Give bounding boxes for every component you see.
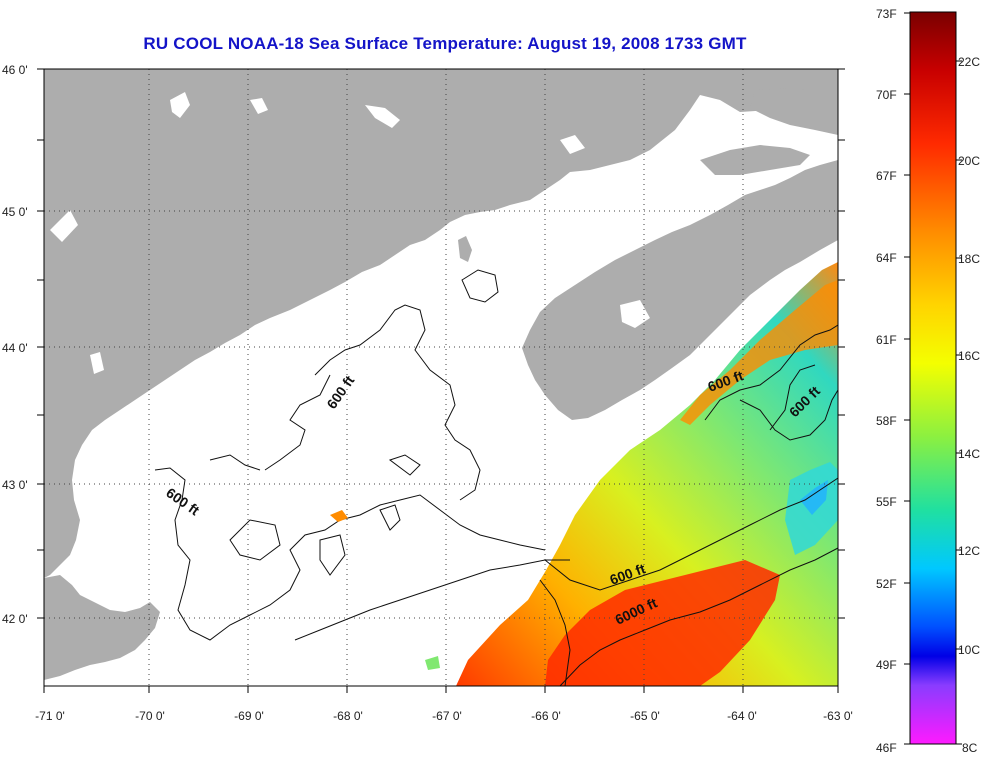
- y-tick-label: 42 0': [2, 612, 28, 626]
- x-tick-label: -65 0': [630, 709, 660, 723]
- plot-frame: [43, 68, 839, 687]
- colorbar-c-label: 18C: [958, 252, 980, 266]
- colorbar-f-label: 67F: [876, 169, 897, 183]
- colorbar-c-label: 8C: [962, 741, 978, 755]
- colorbar-c-label: 10C: [958, 643, 980, 657]
- axis-ticks: [37, 68, 845, 693]
- y-tick-label: 43 0': [2, 478, 28, 492]
- colorbar-c-label: 16C: [958, 349, 980, 363]
- x-tick-label: -71 0': [35, 709, 65, 723]
- sst-orange-band: [680, 280, 838, 425]
- sst-small-patch: [330, 510, 348, 522]
- colorbar-f-label: 73F: [876, 7, 897, 21]
- colorbar-c-label: 12C: [958, 544, 980, 558]
- colorbar-f-label: 61F: [876, 333, 897, 347]
- grand-manan-island: [458, 236, 472, 262]
- y-tick-label: 46 0': [2, 63, 28, 77]
- colorbar: 73F 70F 67F 64F 61F 58F 55F 52F 49F 46F …: [876, 7, 980, 755]
- mainland-land: [44, 69, 838, 578]
- x-axis-labels: -71 0' -70 0' -69 0' -68 0' -67 0' -66 0…: [35, 709, 853, 723]
- nova-scotia-land: [522, 160, 838, 420]
- y-tick-label: 44 0': [2, 341, 28, 355]
- inland-lakes: [50, 92, 650, 374]
- x-tick-label: -67 0': [432, 709, 462, 723]
- x-tick-label: -69 0': [234, 709, 264, 723]
- x-tick-label: -63 0': [823, 709, 853, 723]
- colorbar-c-label: 20C: [958, 154, 980, 168]
- colorbar-c-label: 14C: [958, 447, 980, 461]
- y-axis-labels: 46 0' 45 0' 44 0' 43 0' 42 0': [2, 63, 28, 626]
- map-title: RU COOL NOAA-18 Sea Surface Temperature:…: [143, 34, 747, 53]
- pei-land: [700, 145, 810, 175]
- colorbar-scale: [909, 11, 957, 745]
- colorbar-f-label: 52F: [876, 577, 897, 591]
- sst-green-speck: [425, 656, 440, 670]
- x-tick-label: -64 0': [727, 709, 757, 723]
- y-tick-label: 45 0': [2, 205, 28, 219]
- colorbar-f-label: 64F: [876, 251, 897, 265]
- colorbar-f-label: 70F: [876, 88, 897, 102]
- x-tick-label: -66 0': [531, 709, 561, 723]
- bathymetry-contours: [154, 269, 838, 686]
- colorbar-c-label: 22C: [958, 55, 980, 69]
- colorbar-f-label: 46F: [876, 741, 897, 755]
- colorbar-ticks: [904, 12, 962, 745]
- cape-cod-land: [44, 575, 160, 680]
- colorbar-f-label: 55F: [876, 495, 897, 509]
- x-tick-label: -68 0': [333, 709, 363, 723]
- x-tick-label: -70 0': [135, 709, 165, 723]
- colorbar-f-label: 49F: [876, 658, 897, 672]
- colorbar-f-label: 58F: [876, 414, 897, 428]
- cape-breton-land: [750, 88, 838, 135]
